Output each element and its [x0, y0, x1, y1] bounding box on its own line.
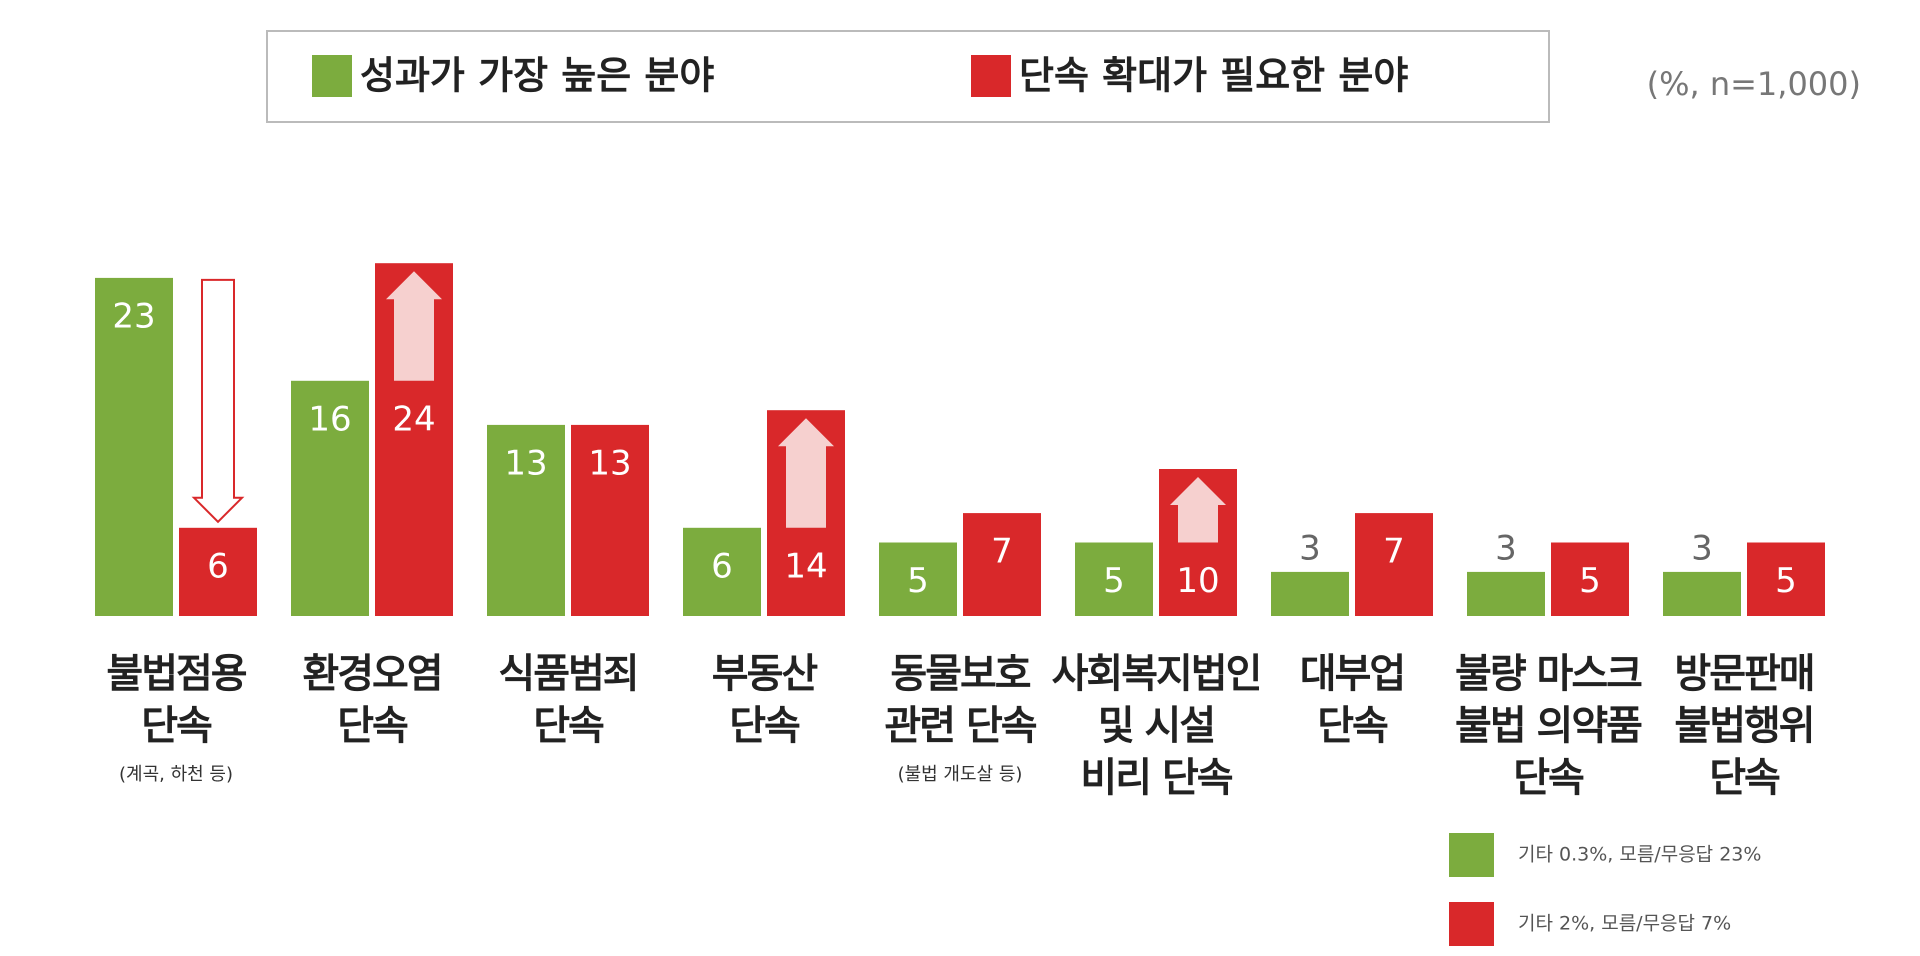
value-label: 3: [1495, 528, 1517, 568]
value-label: 5: [1103, 561, 1125, 601]
category-note: (불법 개도살 등): [897, 764, 1023, 785]
value-label: 23: [112, 296, 155, 336]
value-label: 3: [1299, 528, 1321, 568]
bar: [571, 424, 649, 616]
value-label: 5: [907, 561, 929, 601]
category-label: 방문판매 불법행위 단속: [1674, 651, 1815, 801]
bar: [963, 513, 1041, 616]
arrow: [386, 271, 442, 381]
category-note: (계곡, 하천 등): [118, 764, 233, 785]
value-label: 14: [784, 546, 827, 586]
bar: [95, 277, 173, 616]
bar: [1075, 542, 1153, 616]
bar: [179, 527, 257, 616]
value-label: 7: [1383, 532, 1405, 572]
arrow: [778, 418, 834, 528]
category-label: 환경오염 단속: [302, 651, 443, 749]
unit-note: (%, n=1,000): [1647, 65, 1861, 103]
category-label: 사회복지법인 및 시설 비리 단속: [1051, 651, 1263, 801]
legend-box: [266, 30, 1550, 123]
value-label: 5: [1775, 561, 1797, 601]
series-note: 기타 2%, 모름/무응답 7%: [1518, 913, 1731, 935]
bar: [1663, 571, 1741, 616]
value-label: 6: [207, 546, 229, 586]
value-label: 10: [1176, 561, 1219, 601]
bar: [879, 542, 957, 616]
category-label: 불량 마스크 불법 의약품 단속: [1455, 651, 1643, 801]
value-label: 24: [392, 399, 435, 439]
value-label: 5: [1579, 561, 1601, 601]
note-swatch: [1449, 833, 1494, 877]
value-label: 13: [504, 443, 547, 483]
bar: [1467, 571, 1545, 616]
bar: [683, 527, 761, 616]
bar: [1271, 571, 1349, 616]
value-label: 6: [711, 546, 733, 586]
category-label: 부동산 단속: [711, 651, 818, 749]
bar: [1355, 513, 1433, 616]
value-label: 13: [588, 443, 631, 483]
bar: [291, 380, 369, 616]
bar: [1551, 542, 1629, 616]
category-label: 식품범죄 단속: [498, 651, 639, 749]
arrow: [191, 278, 245, 524]
arrow: [1170, 477, 1226, 543]
category-label: 동물보호 관련 단속: [884, 651, 1037, 749]
series-note: 기타 0.3%, 모름/무응답 23%: [1518, 844, 1761, 866]
bar: [487, 424, 565, 616]
legend-label: 성과가 가장 높은 분야: [360, 54, 714, 98]
note-swatch: [1449, 902, 1494, 946]
legend-swatch: [312, 55, 352, 97]
value-label: 7: [991, 532, 1013, 572]
value-label: 3: [1691, 528, 1713, 568]
legend-swatch: [971, 55, 1011, 97]
category-label: 불법점용 단속: [106, 651, 247, 749]
category-label: 대부업 단속: [1299, 651, 1406, 749]
legend-label: 단속 확대가 필요한 분야: [1019, 54, 1408, 98]
bar: [1747, 542, 1825, 616]
value-label: 16: [308, 399, 351, 439]
